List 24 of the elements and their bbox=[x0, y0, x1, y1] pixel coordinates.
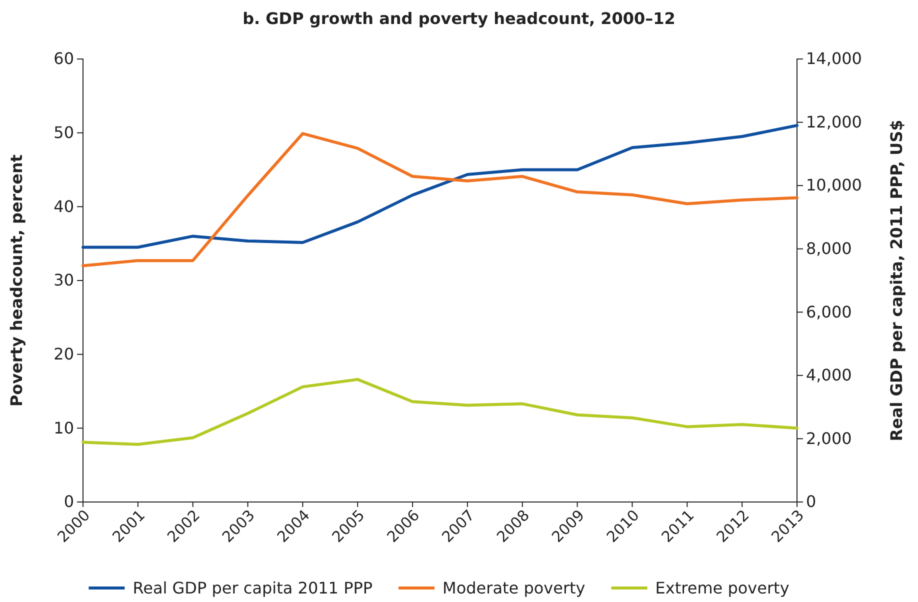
y-tick-label: 10 bbox=[54, 418, 74, 438]
y2-tick-label: 14,000 bbox=[806, 49, 862, 68]
y2-tick-label: 8,000 bbox=[806, 238, 852, 258]
legend-label: Extreme poverty bbox=[655, 578, 790, 598]
chart-title: b. GDP growth and poverty headcount, 2000–12 bbox=[242, 9, 676, 28]
line-series bbox=[82, 378, 798, 446]
y-tick-label: 0 bbox=[64, 492, 74, 512]
line-series bbox=[82, 124, 798, 249]
y-tick-label: 60 bbox=[54, 49, 74, 68]
y2-tick-label: 10,000 bbox=[806, 176, 862, 195]
y-axis-title: Poverty headcount, percent bbox=[7, 154, 26, 407]
y2-tick-label: 4,000 bbox=[806, 366, 852, 385]
y2-tick-label: 2,000 bbox=[806, 428, 852, 448]
y-tick-label: 20 bbox=[54, 344, 74, 364]
y2-tick-label: 6,000 bbox=[806, 302, 852, 322]
y2-tick-label: 0 bbox=[806, 492, 816, 512]
y-tick-label: 50 bbox=[54, 122, 74, 142]
y-tick-label: 30 bbox=[54, 270, 74, 290]
y2-axis-title: Real GDP per capita, 2011 PPP, US$ bbox=[887, 120, 906, 442]
line-series bbox=[82, 132, 798, 268]
legend-label: Moderate poverty bbox=[442, 578, 586, 598]
y-tick-label: 40 bbox=[54, 196, 74, 216]
legend-label: Real GDP per capita 2011 PPP bbox=[132, 578, 373, 598]
y2-tick-label: 12,000 bbox=[806, 112, 862, 132]
